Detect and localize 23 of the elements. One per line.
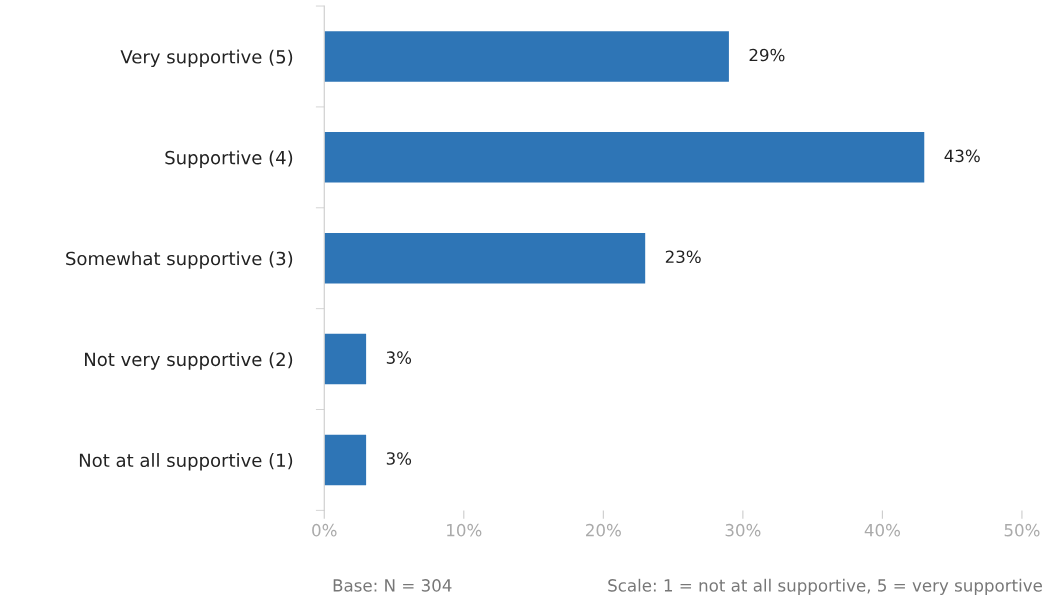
data-label: 43% <box>944 149 980 163</box>
x-tick-label: 0% <box>312 523 337 537</box>
bar <box>324 333 367 385</box>
data-label: 23% <box>665 250 701 264</box>
bar <box>324 31 729 82</box>
x-tick-label: 40% <box>864 523 901 537</box>
y-tick-label: Very supportive (5) <box>120 49 293 68</box>
x-tick-label: 20% <box>586 523 621 537</box>
x-tick-label: 10% <box>447 523 482 537</box>
data-label: 3% <box>386 452 412 465</box>
y-tick-label: Not at all supportive (1) <box>79 453 293 471</box>
y-tick-label: Not very supportive (2) <box>85 352 293 370</box>
x-tick-label: 30% <box>725 523 761 537</box>
bar <box>324 434 367 486</box>
y-tick-label: Somewhat supportive (3) <box>66 251 293 269</box>
x-tick-label: 50% <box>1004 523 1040 537</box>
data-label: 29% <box>749 48 785 62</box>
data-label: 3% <box>386 351 412 364</box>
text: Scale: 1 = not at all supportive, 5 = very supportive <box>608 578 1042 595</box>
bar <box>324 132 925 183</box>
y-tick-label: Supportive (4) <box>165 150 293 168</box>
bar <box>324 232 646 284</box>
text: Base: N = 304 <box>333 579 452 592</box>
